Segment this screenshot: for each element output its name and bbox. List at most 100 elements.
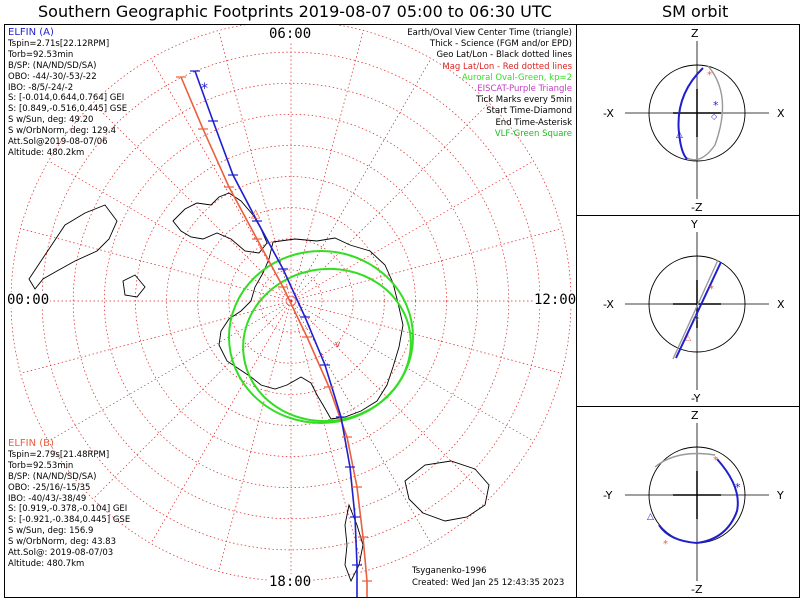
orbit-b: [654, 452, 716, 468]
orbit-b: [672, 259, 719, 360]
sm-orbit-xy-panel: * △ ◇ Y -Y -X X: [576, 215, 800, 407]
orbit-start-marker: ◇: [693, 313, 700, 322]
new-zealand-coast: [344, 503, 364, 583]
sm-orbit-title: SM orbit: [662, 2, 729, 21]
lon-line: [92, 102, 292, 302]
legend-item: End Time-Asterisk: [495, 117, 572, 128]
hour-label-bottom: 18:00: [268, 574, 313, 590]
elfin-a-line: S: [-0.014,0.644,0.764] GEI: [8, 93, 125, 104]
legend-item: Tick Marks every 5min: [476, 95, 572, 106]
elfin-b-line: S w/OrbNorm, deg: 43.83: [8, 537, 117, 548]
lat-ring: [72, 82, 510, 520]
orbit-a-end-marker: *: [735, 481, 741, 494]
lat-ring: [103, 113, 479, 489]
elfin-a-line: IBO: -8/5/-24/-2: [8, 82, 74, 93]
sm3-axis-top: Z: [691, 409, 699, 422]
auroral-oval-inner: [242, 267, 412, 423]
sm2-axis-left: -X: [603, 298, 614, 311]
orbit-b-start-marker: *: [663, 539, 668, 550]
legend-item: Mag Lat/Lon - Red dotted lines: [442, 61, 572, 72]
elfin-a-track: [194, 70, 358, 601]
lon-line: [20, 228, 292, 302]
elfin-a-line: S w/Sun, deg: 49.20: [8, 115, 94, 126]
pole-marker: v: [335, 340, 341, 350]
lon-line: [290, 300, 364, 572]
elfin-b-line: Tspin=2.79s[21.48RPM]: [8, 449, 110, 460]
orbit-b-view-marker: △: [685, 333, 692, 342]
model-credit: Tsyganenko-1996: [412, 566, 487, 576]
sm-orbit-xz-panel: * * ◇ △ Z -Z -X X: [576, 24, 800, 216]
africa-coast: [28, 204, 118, 290]
elfin-b-line: Altitude: 480.7km: [8, 558, 85, 569]
elfin-b-line: IBO: -40/43/-38/49: [8, 493, 87, 504]
sm2-axis-bottom: -Y: [691, 392, 701, 405]
lon-line: [150, 300, 292, 544]
lon-line: [48, 300, 292, 442]
lon-line: [290, 102, 490, 302]
sm3-axis-left: -Y: [603, 489, 613, 502]
sm3-axis-bottom: -Z: [691, 583, 703, 596]
elfin-b-line: Torb=92.53min: [8, 460, 74, 471]
elfin-b-name: ELFIN (B): [8, 438, 54, 449]
elfin-a-line: B/SP: (NA/ND/SD/SA): [8, 60, 97, 71]
auroral-oval-outer: [228, 250, 414, 424]
lon-line: [290, 30, 364, 302]
elfin-b-track: [180, 76, 368, 601]
footprint-map-panel: △ * v: [4, 20, 578, 601]
legend-item: Auroral Oval-Green, kp=2: [461, 72, 572, 83]
lon-line: [290, 300, 562, 374]
legend-item: Start Time-Diamond: [486, 106, 572, 117]
orbit-b-end-marker: *: [707, 70, 712, 81]
longitude-lines: [11, 21, 571, 581]
legend: Earth/Oval View Center Time (triangle) T…: [407, 28, 572, 140]
sm-orbit-yz-panel: * * * △ Z -Z -Y Y: [576, 406, 800, 598]
orbit-b-end-marker: *: [713, 455, 718, 466]
elfin-b-line: S: [0.919,-0.378,-0.104] GEI: [8, 504, 128, 515]
orbit-a: [675, 261, 722, 359]
legend-item: EISCAT-Purple Triangle: [477, 84, 572, 95]
sm2-axis-top: Y: [690, 218, 698, 231]
elfin-a-info: ELFIN (A) Tspin=2.71s[22.12RPM] Torb=92.…: [8, 27, 127, 159]
hour-label-right: 12:00: [533, 292, 578, 308]
sm1-axis-left: -X: [603, 107, 614, 120]
sm1-axis-right: X: [777, 107, 785, 120]
orbit-start-marker: ◇: [711, 112, 718, 121]
lon-line: [290, 300, 534, 442]
elfin-b-line: Att.Sol@: 2019-08-07/03: [8, 548, 114, 559]
lon-line: [290, 160, 534, 302]
legend-item: VLF-Green Square: [494, 128, 572, 139]
lat-ring: [135, 145, 447, 457]
sm1-axis-top: Z: [691, 27, 699, 40]
island-coast: [122, 274, 146, 298]
lon-line: [92, 300, 292, 500]
legend-item: Earth/Oval View Center Time (triangle): [407, 28, 572, 38]
legend-item: Geo Lat/Lon - Black dotted lines: [436, 50, 572, 61]
sm3-axis-right: Y: [776, 489, 784, 502]
orbit-a-end-marker: *: [713, 99, 719, 112]
elfin-b-view-center: △: [251, 206, 261, 220]
elfin-a-start: *: [201, 81, 208, 97]
lon-line: [290, 58, 432, 302]
elfin-b-line: B/SP: (NA/ND/SD/SA): [8, 471, 97, 482]
lon-line: [218, 300, 292, 572]
auroral-oval: [228, 250, 414, 424]
created-timestamp: Created: Wed Jan 25 12:43:35 2023: [412, 578, 565, 588]
elfin-a-name: ELFIN (A): [8, 27, 54, 38]
lat-ring: [228, 238, 354, 364]
lon-line: [20, 300, 292, 374]
orbit-b: [686, 65, 724, 161]
sm1-axis-bottom: -Z: [691, 201, 703, 214]
sm-orbit-xz: * * ◇ △ Z -Z -X X: [603, 27, 785, 214]
lon-line: [150, 58, 292, 302]
hour-label-top: 06:00: [268, 26, 313, 42]
australia-coast: [404, 460, 490, 522]
elfin-a-line: Tspin=2.71s[22.12RPM]: [8, 38, 110, 49]
lon-line: [290, 300, 432, 544]
elfin-a-line: Torb=92.53min: [8, 49, 74, 60]
satellite-tracks: △*: [176, 70, 372, 601]
lon-line: [48, 160, 292, 302]
elfin-b-line: OBO: -25/16/-15/35: [8, 482, 91, 493]
elfin-b-line: S w/Sun, deg: 156.9: [8, 526, 94, 537]
elfin-b-line: S: [-0.921,-0.384,0.445] GSE: [8, 515, 131, 526]
lat-ring: [259, 269, 323, 333]
